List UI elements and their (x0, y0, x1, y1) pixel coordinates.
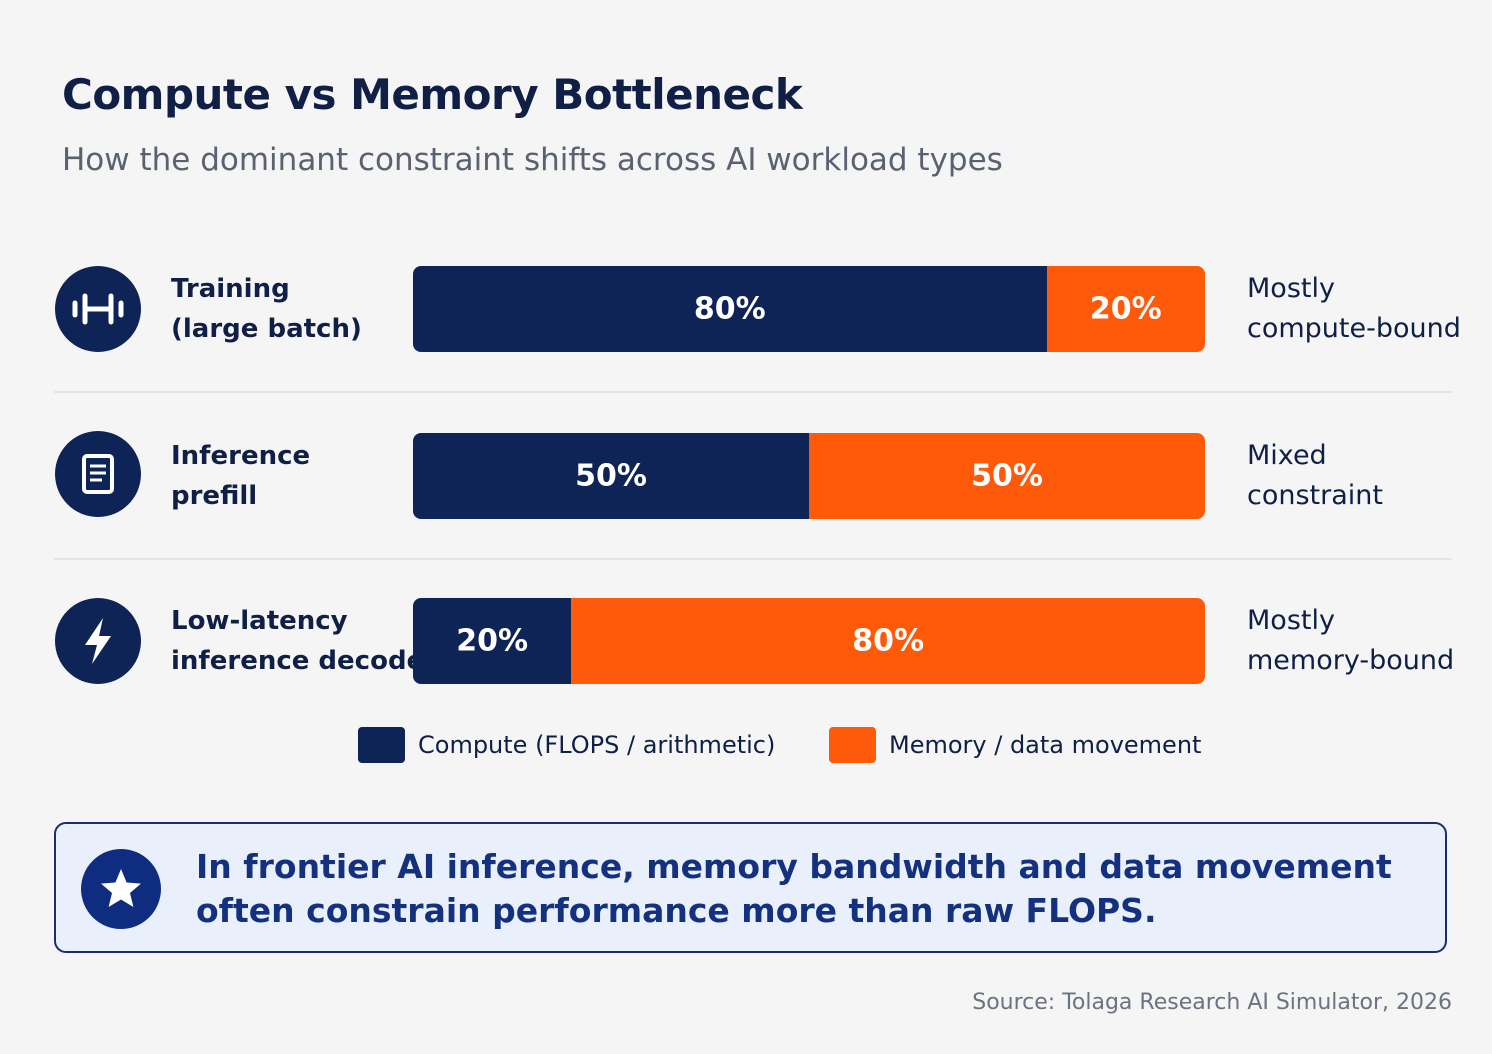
legend-swatch (358, 727, 405, 763)
value-label: 50% (575, 458, 647, 494)
value-label: 20% (456, 623, 529, 659)
icon-star (81, 849, 161, 929)
legend-swatch (829, 727, 876, 763)
category-label: Inference prefill (171, 441, 311, 511)
legend-label: Memory / data movement (889, 731, 1202, 759)
value-label: 50% (971, 458, 1043, 494)
annotation: Mostly compute-bound (1247, 273, 1461, 344)
bar-segment (413, 266, 1047, 352)
icon-document (55, 431, 141, 517)
separator (54, 558, 1452, 560)
legend-label: Compute (FLOPS / arithmetic) (418, 731, 776, 759)
bar-segment (413, 433, 809, 519)
bar-segment (413, 598, 572, 684)
value-label: 20% (1089, 291, 1162, 327)
chart-subtitle: How the dominant constraint shifts acros… (62, 142, 1003, 178)
value-label: 80% (693, 291, 766, 327)
callout-text: In frontier AI inference, memory bandwid… (196, 847, 1392, 930)
bar-segment (809, 433, 1205, 519)
callout-box (54, 822, 1447, 953)
source: Source: Tolaga Research AI Simulator, 20… (972, 990, 1452, 1015)
category-label: Low-latency inference decode (171, 606, 425, 676)
bar-segment (1046, 266, 1205, 352)
annotation: Mixed constraint (1247, 440, 1383, 511)
icon-dumbbell (55, 266, 141, 352)
bar-segment (571, 598, 1205, 684)
separator (54, 391, 1452, 393)
icon-bolt (55, 598, 141, 684)
chart-title: Compute vs Memory Bottleneck (62, 70, 803, 119)
value-label: 80% (852, 623, 925, 659)
annotation: Mostly memory-bound (1247, 605, 1455, 676)
category-label: Training (large batch) (171, 274, 362, 344)
